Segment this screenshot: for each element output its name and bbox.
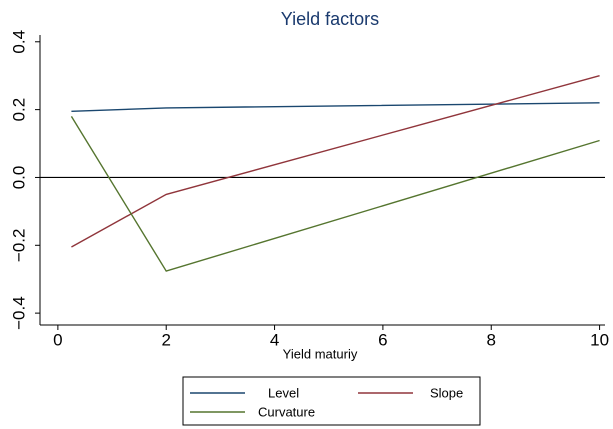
- chart-title: Yield factors: [281, 9, 379, 29]
- x-tick-label: 8: [487, 330, 496, 349]
- series-line: [71, 102, 600, 113]
- y-tick-label: 0.0: [9, 166, 28, 190]
- x-axis-label: Yield maturiy: [283, 346, 358, 361]
- series-line: [71, 75, 600, 248]
- legend-box: [182, 376, 481, 426]
- y-tick-label: −0.2: [9, 229, 28, 263]
- y-tick-label: 0.2: [9, 98, 28, 122]
- x-tick-label: 2: [161, 330, 170, 349]
- y-tick-label: −0.4: [9, 296, 28, 330]
- x-tick-label: 0: [53, 330, 62, 349]
- legend-label: Level: [268, 385, 299, 400]
- legend-label: Slope: [430, 385, 463, 400]
- series-line: [70, 116, 600, 272]
- y-tick-label: 0.4: [9, 30, 28, 54]
- x-tick-label: 6: [378, 330, 387, 349]
- legend-label: Curvature: [258, 404, 315, 419]
- x-tick-label: 4: [270, 330, 279, 349]
- x-tick-label: 10: [590, 330, 609, 349]
